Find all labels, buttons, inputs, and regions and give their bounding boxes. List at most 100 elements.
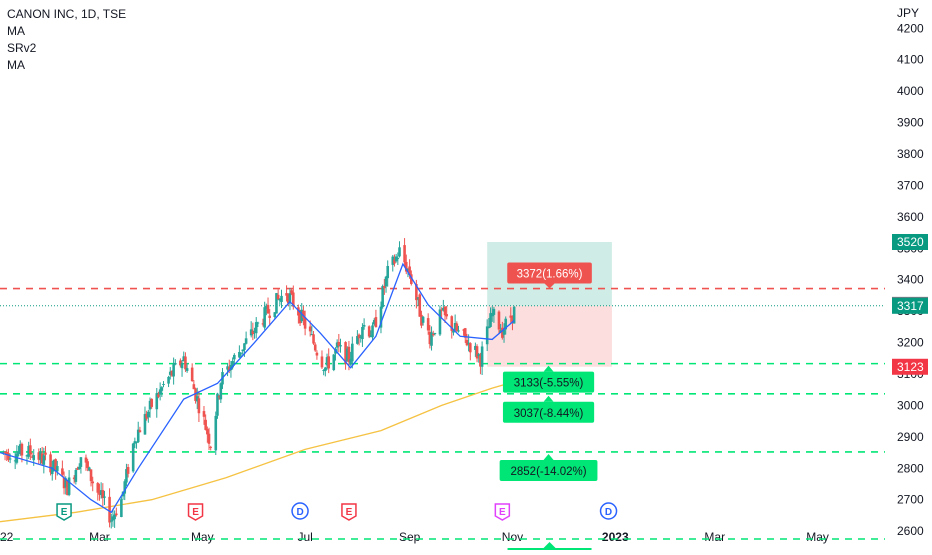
candle-body <box>300 309 304 322</box>
candle-body <box>273 312 277 318</box>
candle-body <box>374 317 378 328</box>
candle <box>18 440 22 456</box>
candle <box>398 241 401 258</box>
candle-body <box>226 366 229 370</box>
candle-body <box>463 328 467 338</box>
y-tick-label: 3000 <box>897 398 924 412</box>
candle-body <box>109 520 113 522</box>
candle-body <box>8 458 12 460</box>
candle <box>190 363 194 382</box>
candle-body <box>469 343 472 353</box>
candle <box>195 387 199 410</box>
candle-body <box>288 293 292 304</box>
candle-body <box>172 364 175 377</box>
candle <box>184 352 187 373</box>
candle-body <box>455 323 459 331</box>
candle-body <box>357 334 361 339</box>
candle <box>67 470 71 497</box>
candle <box>310 325 314 336</box>
candle-body <box>125 469 128 483</box>
candle-body <box>244 338 248 344</box>
candle <box>325 353 329 370</box>
candle <box>147 409 150 423</box>
price-badge: 3317 <box>892 297 928 314</box>
candle-body <box>396 258 400 260</box>
x-tick-label: Mar <box>89 530 110 544</box>
candle <box>332 353 336 372</box>
candle <box>490 306 494 322</box>
y-tick-label: 3600 <box>897 210 924 224</box>
candle <box>214 411 218 456</box>
price-badge-label: 3317 <box>897 299 924 313</box>
y-tick-label: 2800 <box>897 461 924 475</box>
candle <box>88 466 91 472</box>
level-callout: 3133(-5.55%) <box>502 365 595 393</box>
candle <box>442 299 445 312</box>
callout-box <box>502 371 595 393</box>
candle <box>290 288 293 296</box>
candle-body <box>2 451 5 453</box>
marker-label: E <box>192 507 199 518</box>
candle-body <box>86 461 89 468</box>
marker-label: E <box>499 507 506 518</box>
candle-body <box>394 256 398 262</box>
candle-body <box>204 419 207 430</box>
candle-body <box>184 356 187 370</box>
candle <box>136 421 140 444</box>
candle <box>445 306 449 320</box>
x-tick-label: Nov <box>502 530 523 544</box>
marker-label: D <box>296 507 303 518</box>
candle <box>261 318 265 327</box>
candle-body <box>359 336 363 338</box>
candle <box>463 327 467 344</box>
candle <box>487 318 491 329</box>
candle-body <box>25 455 29 457</box>
candle-body <box>77 466 81 470</box>
candle-body <box>421 316 425 323</box>
candle <box>480 341 484 375</box>
candle <box>182 351 186 362</box>
candle <box>394 253 398 263</box>
chart-title[interactable]: CANON INC, 1D, TSE <box>7 7 127 21</box>
candle <box>369 330 373 338</box>
candle <box>327 348 331 374</box>
candle-body <box>131 443 135 472</box>
candle-body <box>148 400 152 410</box>
indicator-label-ma-2[interactable]: MA <box>7 58 25 72</box>
candle <box>404 254 408 275</box>
candle <box>241 349 245 356</box>
candle-body <box>62 477 66 489</box>
candle <box>13 452 17 470</box>
indicator-label-srv2[interactable]: SRv2 <box>7 41 37 55</box>
candle <box>91 476 95 492</box>
candle-body <box>345 348 349 362</box>
candle-body <box>381 286 384 308</box>
candle-body <box>174 362 177 365</box>
indicator-label-ma-1[interactable]: MA <box>7 24 25 38</box>
y-tick-label: 2600 <box>897 524 924 538</box>
candle-body <box>56 466 59 472</box>
y-tick-label: 3200 <box>897 336 924 350</box>
candle <box>86 458 89 472</box>
candle-body <box>17 451 20 455</box>
candle-body <box>96 483 100 493</box>
candle <box>172 357 175 385</box>
candle <box>180 359 184 377</box>
candle <box>62 471 66 495</box>
candle <box>372 318 376 326</box>
candle-body <box>231 361 234 368</box>
candle <box>469 342 472 361</box>
candle-body <box>108 496 111 523</box>
candle-body <box>379 306 383 328</box>
candle-body <box>206 429 209 435</box>
candle-body <box>243 343 246 350</box>
candle <box>79 457 83 474</box>
candle-body <box>290 290 293 294</box>
candle <box>30 452 34 459</box>
candle-body <box>442 307 445 311</box>
candle <box>403 238 406 267</box>
candle <box>202 406 206 425</box>
candle <box>462 328 465 336</box>
marker-badge <box>341 503 357 521</box>
